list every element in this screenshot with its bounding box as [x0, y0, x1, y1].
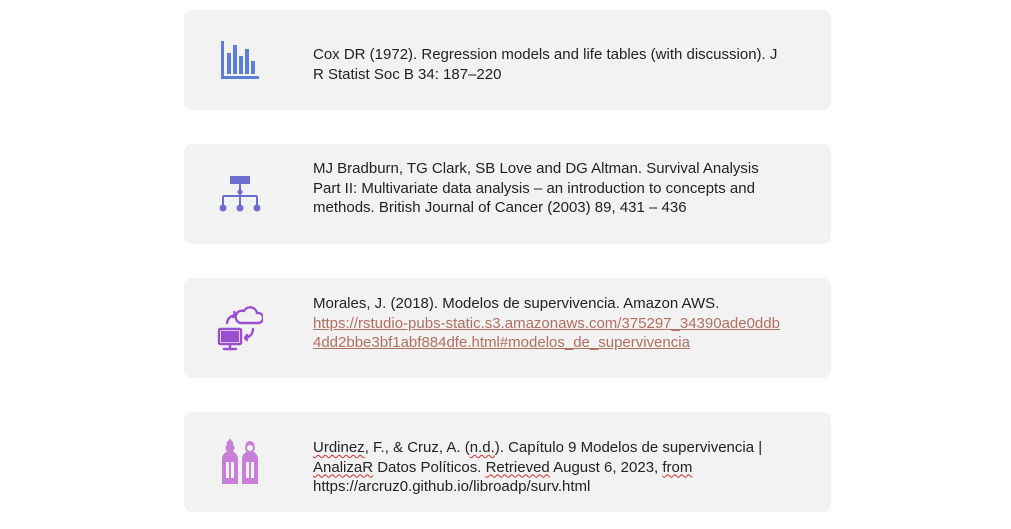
spellcheck-word: AnalizaR	[313, 458, 374, 476]
hierarchy-icon	[217, 171, 263, 217]
spellcheck-word: from	[662, 458, 693, 476]
reference-card-4: Urdinez, F., & Cruz, A. (n.d.). Capítulo…	[184, 412, 831, 512]
reference-text: Cox DR (1972). Regression models and lif…	[313, 46, 778, 83]
reference-citation: Morales, J. (2018). Modelos de supervive…	[313, 295, 720, 312]
spellcheck-word: n.d.	[469, 439, 495, 456]
reference-fragment: ). Capítulo 9 Modelos de supervivencia |	[494, 439, 763, 456]
reference-card-1: Cox DR (1972). Regression models and lif…	[184, 10, 831, 110]
reference-text: Morales, J. (2018). Modelos de supervive…	[313, 294, 788, 353]
reference-fragment: August 6, 2023,	[549, 458, 663, 476]
people-figures-icon	[217, 439, 263, 485]
bar-chart-icon	[217, 37, 263, 83]
spellcheck-word: Retrieved	[485, 458, 550, 476]
reference-fragment: Datos Políticos.	[373, 458, 486, 476]
cloud-sync-computer-icon	[217, 305, 263, 351]
spellcheck-word: Urdinez	[313, 439, 365, 456]
reference-text: MJ Bradburn, TG Clark, SB Love and DG Al…	[313, 160, 759, 217]
reference-card-3: Morales, J. (2018). Modelos de supervive…	[184, 278, 831, 378]
reference-card-2: MJ Bradburn, TG Clark, SB Love and DG Al…	[184, 144, 831, 244]
reference-text: Urdinez, F., & Cruz, A. (n.d.). Capítulo…	[313, 438, 788, 497]
reference-fragment: , F., & Cruz, A. (	[364, 439, 470, 456]
reference-link[interactable]: https://rstudio-pubs-static.s3.amazonaws…	[313, 314, 780, 352]
reference-fragment: https://arcruz0.github.io/libroadp/surv.…	[313, 478, 591, 496]
